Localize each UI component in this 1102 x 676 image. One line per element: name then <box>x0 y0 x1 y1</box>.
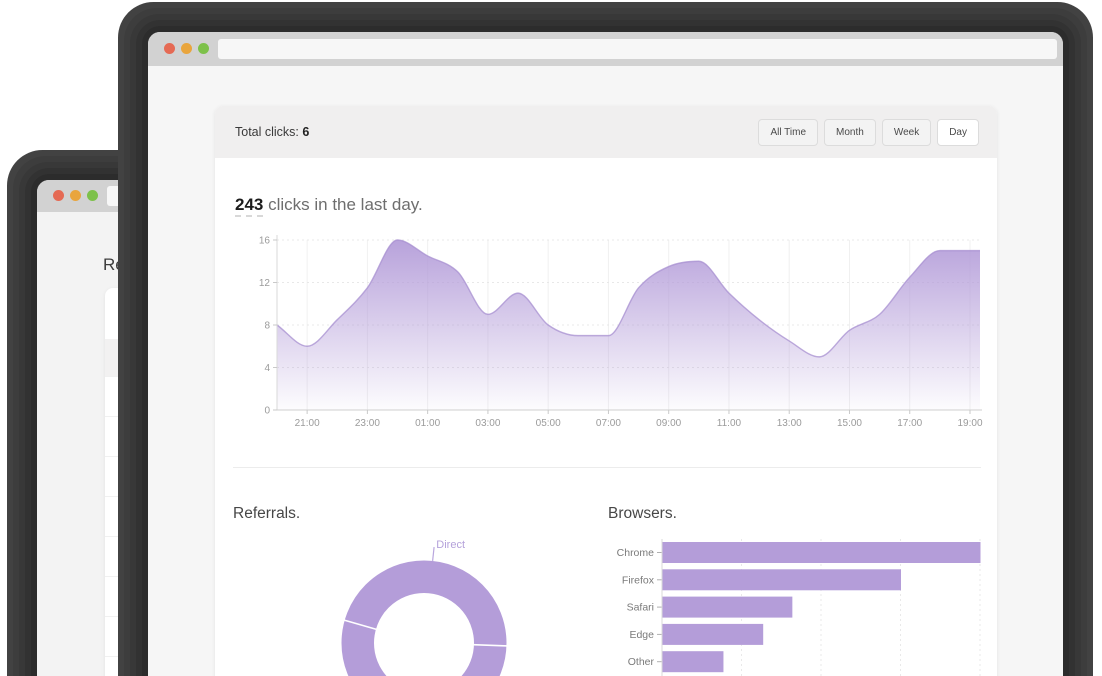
clicks-headline-text: clicks in the last day. <box>263 195 423 214</box>
maximize-button[interactable] <box>87 190 98 201</box>
svg-text:Other: Other <box>628 656 655 668</box>
referrals-donut-chart: Direct <box>341 539 508 676</box>
svg-text:01:00: 01:00 <box>415 418 440 429</box>
analytics-toolbar: Total clicks: 6 All Time Month Week Day <box>215 106 997 158</box>
close-button[interactable] <box>53 190 64 201</box>
range-button-week[interactable]: Week <box>881 118 932 146</box>
maximize-button[interactable] <box>198 43 209 54</box>
donut-slice-separator <box>472 643 508 647</box>
clicks-headline: 243 clicks in the last day. <box>235 194 997 217</box>
svg-text:Safari: Safari <box>627 602 654 614</box>
front-window-titlebar <box>148 32 1063 66</box>
svg-text:8: 8 <box>264 321 270 332</box>
svg-text:23:00: 23:00 <box>355 418 380 429</box>
svg-text:03:00: 03:00 <box>475 418 500 429</box>
clicks-area-chart: 0 4 8 12 16 21:00 23:00 01:00 03:00 05:00 07:00 09:… <box>259 235 983 430</box>
range-button-all-time[interactable]: All Time <box>758 118 819 146</box>
bar-edge <box>662 623 764 645</box>
traffic-lights <box>164 43 209 54</box>
browsers-section: Browsers. Chrome Firefox Safari Edge Other <box>608 468 997 676</box>
donut-slice-separator <box>343 619 378 631</box>
browsers-bar-chart: Chrome Firefox Safari Edge Other <box>617 539 981 676</box>
bottom-sections: Referrals. Direct Browsers. Chrome Firefo… <box>215 468 997 676</box>
svg-text:Edge: Edge <box>629 629 654 641</box>
section-divider <box>233 467 981 468</box>
total-clicks: Total clicks: 6 <box>235 125 309 139</box>
address-bar[interactable] <box>218 39 1057 59</box>
svg-text:Chrome: Chrome <box>617 547 655 559</box>
bar-grid <box>741 539 981 676</box>
minimize-button[interactable] <box>70 190 81 201</box>
range-button-day[interactable]: Day <box>937 118 979 146</box>
recent-links-heading: Recent <box>103 255 157 274</box>
svg-text:0: 0 <box>264 406 270 417</box>
range-button-month[interactable]: Month <box>824 118 876 146</box>
analytics-card: Total clicks: 6 All Time Month Week Day … <box>215 106 997 676</box>
area-fill <box>277 240 980 410</box>
svg-text:13:00: 13:00 <box>777 418 802 429</box>
minimize-button[interactable] <box>181 43 192 54</box>
original-url-link[interactable]: https:// <box>122 672 159 676</box>
svg-text:21:00: 21:00 <box>295 418 320 429</box>
bar-safari <box>662 596 793 618</box>
total-clicks-label: Total clicks: <box>235 125 299 139</box>
referrals-section: Referrals. Direct <box>215 468 608 676</box>
traffic-lights <box>53 190 98 201</box>
svg-text:07:00: 07:00 <box>596 418 621 429</box>
bar-firefox <box>662 569 901 591</box>
bar-other <box>662 651 724 673</box>
donut-label-pointer <box>432 546 435 562</box>
browsers-title: Browsers. <box>608 505 677 522</box>
svg-text:11:00: 11:00 <box>717 418 742 429</box>
area-axis-labels: 0 4 8 12 16 21:00 23:00 01:00 03:00 05:00 07:00 09:… <box>259 236 983 430</box>
bars <box>662 542 981 673</box>
referrals-title: Referrals. <box>233 505 301 522</box>
donut-slice-label: Direct <box>436 539 465 551</box>
svg-text:4: 4 <box>264 363 270 374</box>
bar-chrome <box>662 542 981 563</box>
svg-text:05:00: 05:00 <box>536 418 561 429</box>
svg-text:15:00: 15:00 <box>837 418 862 429</box>
total-clicks-value: 6 <box>302 125 310 139</box>
range-buttons: All Time Month Week Day <box>758 118 979 146</box>
close-button[interactable] <box>164 43 175 54</box>
svg-text:09:00: 09:00 <box>656 418 681 429</box>
front-browser-window: Total clicks: 6 All Time Month Week Day … <box>148 32 1063 676</box>
bar-category-labels: Chrome Firefox Safari Edge Other <box>617 547 662 668</box>
donut-ring <box>341 560 507 676</box>
area-axes <box>273 235 982 414</box>
svg-text:17:00: 17:00 <box>897 418 922 429</box>
area-line <box>276 239 980 358</box>
svg-text:12: 12 <box>259 278 271 289</box>
svg-text:Firefox: Firefox <box>622 574 655 586</box>
svg-text:16: 16 <box>259 236 271 247</box>
clicks-count: 243 <box>235 195 264 217</box>
svg-text:19:00: 19:00 <box>957 418 982 429</box>
